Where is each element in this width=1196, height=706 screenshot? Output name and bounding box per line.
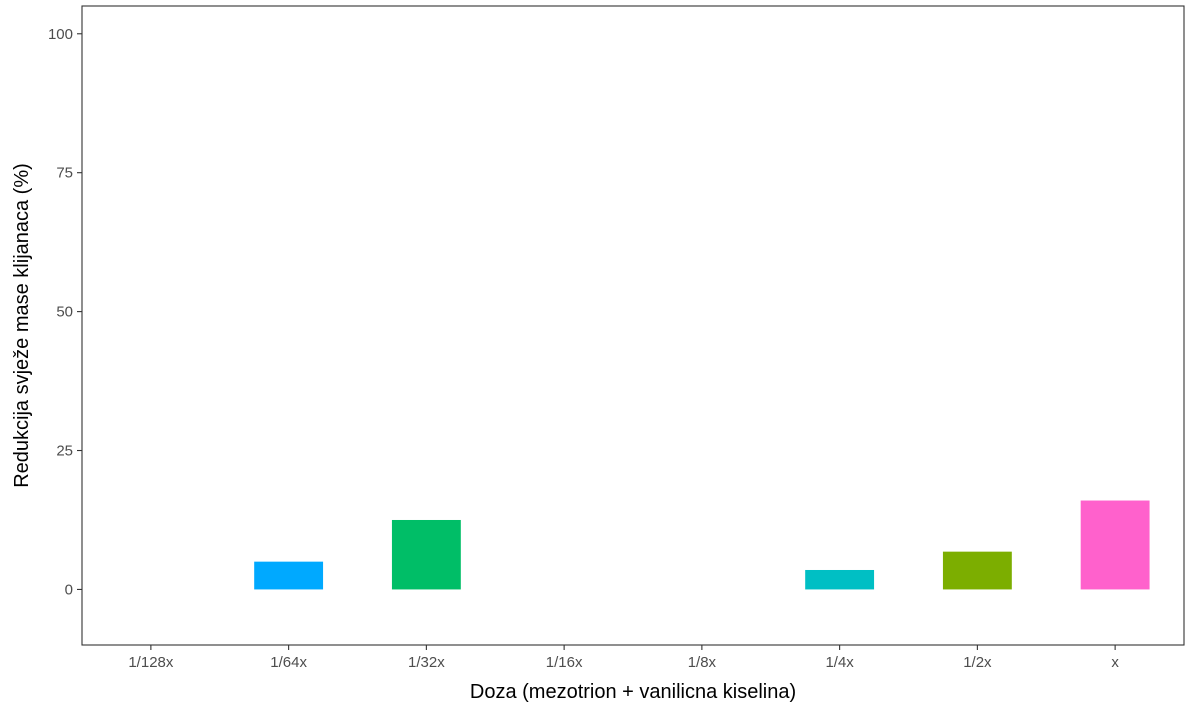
bar-6 xyxy=(805,569,875,590)
bar-3 xyxy=(391,519,461,590)
x-tick-label-1: 1/128x xyxy=(128,654,174,671)
bar-2 xyxy=(254,561,324,590)
x-tick-label-2: 1/64x xyxy=(270,654,307,671)
plot-area: 0 25 50 75 100 1/128x 1/64x 1/32x 1/16x 1/8x 1/4x 1… xyxy=(48,5,1185,671)
y-tick-label-4: 75 xyxy=(56,165,73,182)
bar-7 xyxy=(942,551,1012,590)
bar-8 xyxy=(1080,500,1150,590)
x-tick-label-6: 1/4x xyxy=(825,654,854,671)
x-axis-title: Doza (mezotrion + vanilicna kiselina) xyxy=(470,681,796,703)
x-tick-label-8: x xyxy=(1111,654,1119,671)
x-tick-label-7: 1/2x xyxy=(963,654,992,671)
y-tick-label-3: 50 xyxy=(56,304,73,321)
y-axis-title: Redukcija svježe mase klijanaca (%) xyxy=(11,163,33,488)
x-tick-label-5: 1/8x xyxy=(688,654,717,671)
y-tick-label-1: 0 xyxy=(65,581,73,598)
y-tick-label-5: 100 xyxy=(48,26,73,43)
y-tick-label-2: 25 xyxy=(56,443,73,460)
x-tick-label-3: 1/32x xyxy=(408,654,445,671)
x-tick-label-4: 1/16x xyxy=(546,654,583,671)
panel-border xyxy=(81,5,1185,646)
